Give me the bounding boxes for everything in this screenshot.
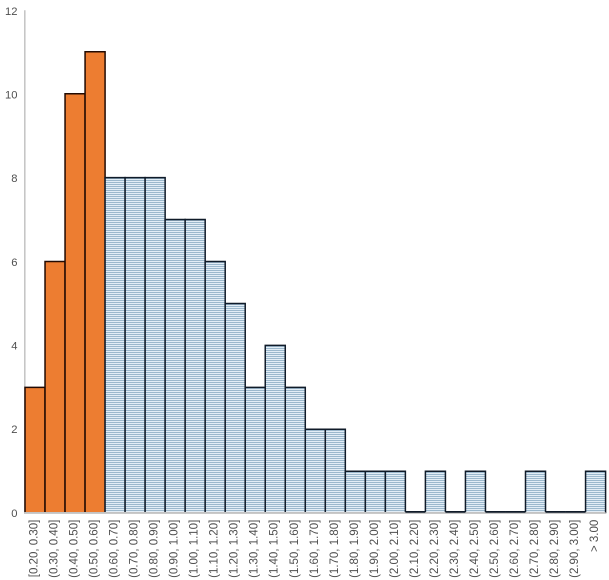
svg-text:(1.30, 1.40]: (1.30, 1.40]	[249, 520, 261, 578]
svg-text:(1.70, 1.80]: (1.70, 1.80]	[329, 520, 341, 578]
svg-text:0: 0	[11, 508, 17, 520]
svg-text:(2.80, 2.90]: (2.80, 2.90]	[549, 520, 561, 578]
svg-text:(2.60, 2.70]: (2.60, 2.70]	[509, 520, 521, 578]
svg-text:(1.00, 1.10]: (1.00, 1.10]	[189, 520, 201, 578]
svg-text:(0.30, 0.40]: (0.30, 0.40]	[49, 520, 61, 578]
svg-text:(2.30, 2.40]: (2.30, 2.40]	[449, 520, 461, 578]
svg-text:(1.60, 1.70]: (1.60, 1.70]	[309, 520, 321, 578]
svg-text:(2.70, 2.80]: (2.70, 2.80]	[529, 520, 541, 578]
svg-text:(0.80, 0.90]: (0.80, 0.90]	[149, 520, 161, 578]
svg-text:(2.10, 2.20]: (2.10, 2.20]	[409, 520, 421, 578]
svg-text:(2.50, 2.60]: (2.50, 2.60]	[489, 520, 501, 578]
svg-text:(1.80, 1.90]: (1.80, 1.90]	[349, 520, 361, 578]
svg-text:(0.40, 0.50]: (0.40, 0.50]	[69, 520, 81, 578]
svg-text:(2.00, 2.10]: (2.00, 2.10]	[389, 520, 401, 578]
svg-text:6: 6	[11, 257, 17, 269]
svg-text:(1.40, 1.50]: (1.40, 1.50]	[269, 520, 281, 578]
svg-text:(0.50, 0.60]: (0.50, 0.60]	[89, 520, 101, 578]
svg-text:(1.20, 1.30]: (1.20, 1.30]	[229, 520, 241, 578]
svg-text:(2.20, 2.30]: (2.20, 2.30]	[429, 520, 441, 578]
svg-text:(0.90, 1.00]: (0.90, 1.00]	[169, 520, 181, 578]
svg-text:10: 10	[5, 89, 17, 101]
svg-text:4: 4	[11, 340, 17, 352]
svg-text:(0.70, 0.80]: (0.70, 0.80]	[129, 520, 141, 578]
svg-text:(2.90, 3.00]: (2.90, 3.00]	[569, 520, 581, 578]
svg-text:(1.50, 1.60]: (1.50, 1.60]	[289, 520, 301, 578]
svg-text:> 3.00: > 3.00	[589, 520, 601, 552]
svg-text:8: 8	[11, 173, 17, 185]
svg-text:12: 12	[5, 6, 17, 18]
svg-text:[0.20, 0.30]: [0.20, 0.30]	[29, 520, 41, 578]
svg-text:(2.40, 2.50]: (2.40, 2.50]	[469, 520, 481, 578]
svg-text:(0.60, 0.70]: (0.60, 0.70]	[109, 520, 121, 578]
svg-text:2: 2	[11, 424, 17, 436]
svg-text:(1.10, 1.20]: (1.10, 1.20]	[209, 520, 221, 578]
svg-text:(1.90, 2.00]: (1.90, 2.00]	[369, 520, 381, 578]
